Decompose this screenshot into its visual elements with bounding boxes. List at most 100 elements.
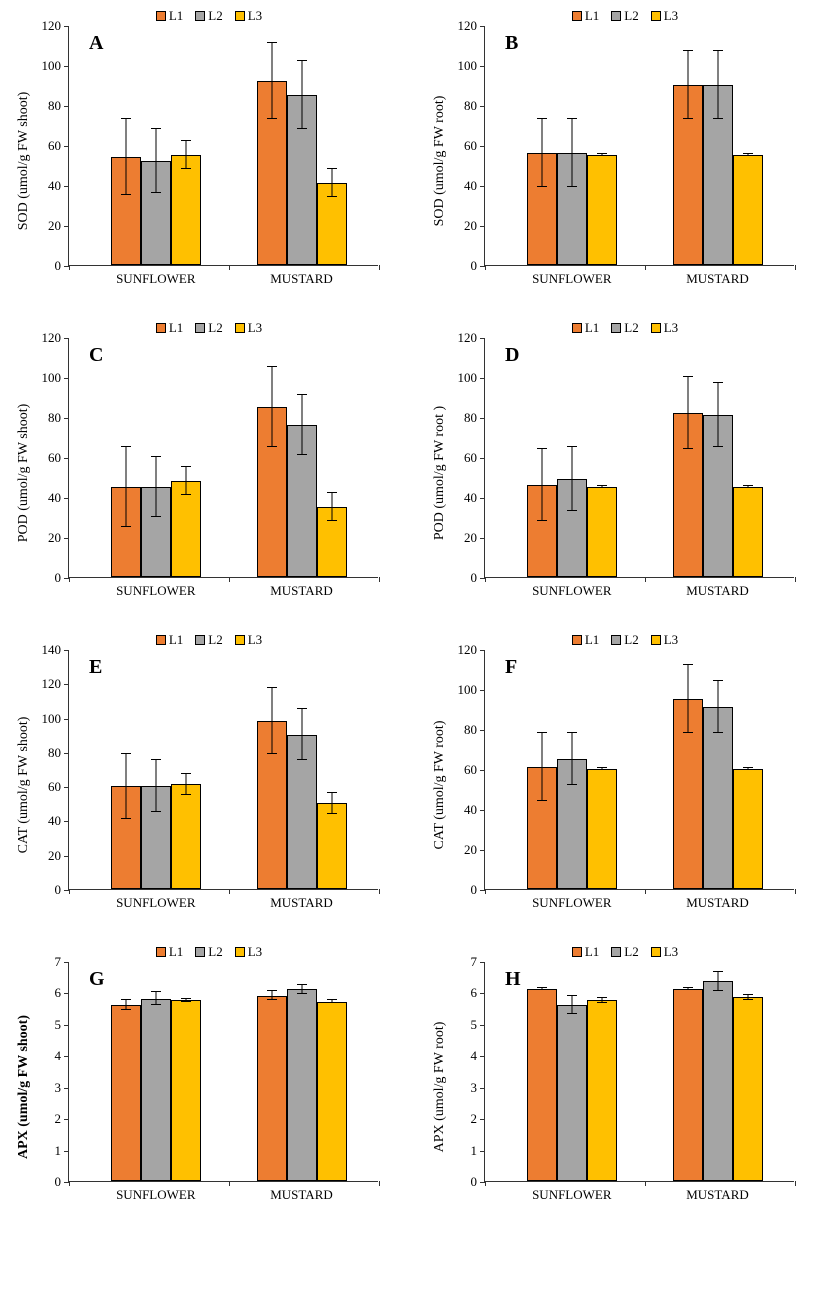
y-tick-label: 60 (48, 450, 61, 466)
x-tick (795, 889, 796, 894)
legend-label: L3 (664, 632, 678, 648)
x-tick (229, 265, 230, 270)
error-cap (297, 984, 307, 985)
legend-item-L1: L1 (572, 944, 599, 960)
legend-item-L1: L1 (572, 8, 599, 24)
error-cap (597, 153, 607, 154)
x-tick-label: MUSTARD (686, 583, 749, 599)
y-tick (64, 106, 69, 107)
x-tick-label: SUNFLOWER (116, 583, 195, 599)
x-tick (379, 265, 380, 270)
legend-swatch-L3 (651, 947, 661, 957)
error-bar (271, 43, 272, 119)
x-tick-label: MUSTARD (270, 895, 333, 911)
plot-area: A020406080100120SUNFLOWERMUSTARD (68, 26, 378, 266)
x-tick (229, 889, 230, 894)
error-cap (327, 492, 337, 493)
legend-swatch-L3 (235, 11, 245, 21)
y-tick-label: 0 (55, 570, 62, 586)
error-cap (267, 118, 277, 119)
legend-swatch-L1 (572, 947, 582, 957)
legend-item-L3: L3 (235, 944, 262, 960)
error-bar (271, 367, 272, 447)
error-cap (567, 732, 577, 733)
error-bar (571, 119, 572, 187)
bar-L3 (733, 487, 763, 577)
error-cap (743, 485, 753, 486)
error-cap (537, 987, 547, 988)
error-cap (743, 155, 753, 156)
y-tick (64, 1119, 69, 1120)
legend-label: L3 (248, 944, 262, 960)
error-cap (151, 811, 161, 812)
y-tick-label: 3 (55, 1080, 62, 1096)
panel-letter: B (505, 32, 518, 55)
y-tick (480, 962, 485, 963)
legend-label: L1 (169, 8, 183, 24)
y-tick (480, 498, 485, 499)
bar-L3 (587, 1000, 617, 1181)
y-tick-label: 0 (55, 1174, 62, 1190)
error-bar (125, 447, 126, 527)
error-bar (717, 972, 718, 991)
y-tick-label: 80 (48, 745, 61, 761)
y-tick-label: 0 (471, 1174, 478, 1190)
y-tick-label: 40 (464, 178, 477, 194)
x-tick (485, 577, 486, 582)
x-tick-label: SUNFLOWER (532, 1187, 611, 1203)
error-cap (267, 999, 277, 1000)
y-tick-label: 80 (48, 410, 61, 426)
error-cap (181, 998, 191, 999)
error-bar (185, 141, 186, 169)
y-tick (64, 378, 69, 379)
panel-G: L1L2L3APX (umol/g FW shoot)G01234567SUNF… (8, 944, 410, 1212)
error-bar (155, 129, 156, 193)
bar-L3 (733, 997, 763, 1181)
legend-item-L1: L1 (156, 632, 183, 648)
bar-L2 (557, 1005, 587, 1181)
legend-swatch-L1 (572, 323, 582, 333)
y-tick (64, 1056, 69, 1057)
error-cap (537, 800, 547, 801)
panel-F: L1L2L3CAT (umol/g FW root)F0204060801001… (424, 632, 826, 920)
panel-letter: H (505, 968, 521, 991)
error-cap (567, 446, 577, 447)
error-bar (571, 733, 572, 785)
y-tick-label: 60 (464, 450, 477, 466)
error-cap (743, 999, 753, 1000)
legend: L1L2L3 (156, 8, 262, 24)
y-tick-label: 20 (48, 530, 61, 546)
y-tick-label: 0 (471, 258, 478, 274)
legend-label: L2 (208, 320, 222, 336)
x-tick-label: MUSTARD (270, 1187, 333, 1203)
y-tick-label: 0 (471, 882, 478, 898)
y-tick-label: 1 (55, 1143, 62, 1159)
y-tick-label: 2 (55, 1111, 62, 1127)
y-tick-label: 120 (42, 330, 62, 346)
legend-label: L2 (624, 944, 638, 960)
bar-L3 (733, 155, 763, 265)
y-tick-label: 4 (471, 1048, 478, 1064)
x-tick-label: MUSTARD (270, 271, 333, 287)
error-cap (743, 153, 753, 154)
y-tick-label: 100 (42, 711, 62, 727)
x-tick (379, 889, 380, 894)
legend-swatch-L2 (611, 635, 621, 645)
legend-label: L3 (248, 8, 262, 24)
y-tick-label: 7 (55, 954, 62, 970)
legend-label: L2 (208, 944, 222, 960)
legend-swatch-L3 (235, 947, 245, 957)
bar-L3 (171, 481, 201, 577)
legend: L1L2L3 (572, 632, 678, 648)
legend-label: L2 (624, 8, 638, 24)
y-axis-label: CAT (umol/g FW root) (432, 721, 448, 850)
error-cap (567, 510, 577, 511)
y-axis-label: CAT (umol/g FW shoot) (16, 717, 32, 854)
error-cap (151, 759, 161, 760)
legend-swatch-L2 (195, 323, 205, 333)
y-tick (64, 962, 69, 963)
y-tick (64, 338, 69, 339)
error-cap (121, 118, 131, 119)
x-tick (645, 1181, 646, 1186)
error-cap (597, 767, 607, 768)
